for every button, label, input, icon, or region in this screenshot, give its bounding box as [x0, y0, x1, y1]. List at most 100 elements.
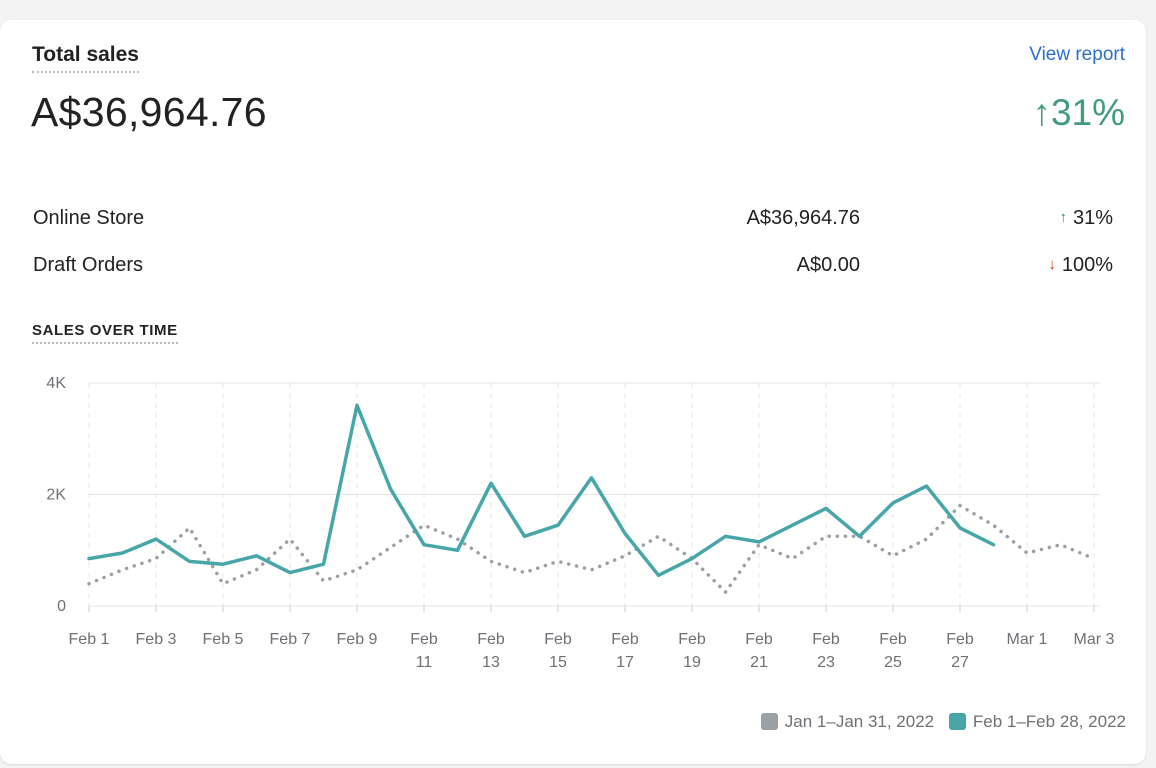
- card-title[interactable]: Total sales: [32, 42, 139, 73]
- x-tick-label: Feb 7: [270, 631, 311, 648]
- data-point: [523, 571, 527, 575]
- data-point: [657, 573, 661, 577]
- arrow-up-icon: ↑: [1032, 92, 1051, 133]
- x-tick-line: Feb: [879, 631, 907, 648]
- data-point: [389, 545, 393, 549]
- breakdown-change: ↑ 31%: [1059, 205, 1113, 233]
- data-point: [1025, 551, 1029, 555]
- y-tick-label: 2K: [46, 487, 66, 504]
- total-change-badge: ↑31%: [1032, 90, 1125, 136]
- data-point: [925, 484, 929, 488]
- breakdown-change-value: 31%: [1072, 207, 1113, 229]
- x-tick-label: Feb 23: [812, 631, 840, 671]
- x-tick-line: Feb: [946, 631, 974, 648]
- x-tick-line: Mar 3: [1074, 631, 1115, 648]
- legend-item-current[interactable]: Feb 1–Feb 28, 2022: [948, 710, 1126, 734]
- data-point: [690, 557, 694, 561]
- data-point: [958, 504, 962, 508]
- breakdown-change-value: 100%: [1061, 254, 1113, 276]
- data-point: [255, 554, 259, 558]
- data-point: [791, 557, 795, 561]
- breakdown-label: Online Store: [33, 207, 145, 229]
- data-point: [623, 532, 627, 536]
- data-point: [154, 537, 158, 541]
- data-point: [824, 506, 828, 510]
- x-tick-label: Feb 5: [203, 631, 244, 648]
- chart-legend: Jan 1–Jan 31, 2022 Feb 1–Feb 28, 2022: [751, 710, 1126, 734]
- data-point: [221, 582, 225, 586]
- data-point: [891, 501, 895, 505]
- x-tick-line: Mar 1: [1007, 631, 1048, 648]
- x-tick-line: Feb: [611, 631, 639, 648]
- data-point: [489, 481, 493, 485]
- x-tick-line: Feb: [544, 631, 572, 648]
- series-line-current: [87, 403, 996, 578]
- data-point: [355, 568, 359, 572]
- x-tick-line: Feb 5: [203, 631, 244, 648]
- total-sales-card: [0, 20, 1146, 764]
- data-point: [757, 540, 761, 544]
- breakdown-label: Draft Orders: [33, 254, 144, 276]
- legend-item-previous[interactable]: Jan 1–Jan 31, 2022: [760, 710, 934, 734]
- data-point: [322, 579, 326, 583]
- sales-over-time-chart[interactable]: 0 2K 4K Feb 1 Feb 3 Feb 5 Feb 7 Feb 9 Feb 11 Feb 13…: [0, 360, 1146, 680]
- x-tick-line: 23: [817, 654, 835, 671]
- x-tick-line: Feb: [812, 631, 840, 648]
- x-tick-label: Feb 19: [678, 631, 706, 671]
- x-tick-line: 25: [884, 654, 902, 671]
- legend-swatch: [948, 713, 966, 730]
- data-point: [87, 582, 91, 586]
- data-point: [322, 562, 326, 566]
- breakdown-value: A$0.00: [796, 254, 860, 276]
- x-tick-label: Feb 3: [136, 631, 177, 648]
- section-title[interactable]: SALES OVER TIME: [32, 322, 178, 344]
- data-point: [188, 559, 192, 563]
- x-tick-line: Feb: [477, 631, 505, 648]
- breakdown-value: A$36,964.76: [746, 207, 860, 229]
- data-point: [590, 476, 594, 480]
- x-tick-label: Feb 9: [337, 631, 378, 648]
- data-point: [121, 551, 125, 555]
- data-point: [657, 534, 661, 538]
- x-tick-line: 15: [549, 654, 567, 671]
- series-line-previous: [87, 503, 1096, 594]
- data-point: [489, 559, 493, 563]
- x-tick-label: Feb 17: [611, 631, 639, 671]
- x-tick-label: Feb 11: [410, 631, 438, 671]
- y-tick-label: 0: [57, 598, 66, 615]
- x-tick-line: 27: [951, 654, 969, 671]
- x-tick-label: Mar 1: [1007, 631, 1048, 648]
- data-point: [523, 534, 527, 538]
- series-layer: [87, 403, 1096, 594]
- x-tick-line: Feb: [410, 631, 438, 648]
- data-point: [456, 537, 460, 541]
- legend-label: Feb 1–Feb 28, 2022: [972, 712, 1126, 731]
- view-report-link[interactable]: View report: [1029, 44, 1125, 65]
- total-change-value: 31%: [1050, 92, 1125, 133]
- label-layer: 0 2K 4K Feb 1 Feb 3 Feb 5 Feb 7 Feb 9 Feb 11 Feb 13…: [46, 375, 1114, 671]
- data-point: [188, 526, 192, 530]
- arrow-down-icon: ↓: [1048, 256, 1056, 273]
- breakdown-row-draft-orders: Draft Orders A$0.00 ↓ 100%: [33, 252, 1113, 278]
- data-point: [221, 562, 225, 566]
- data-point: [355, 403, 359, 407]
- data-point: [154, 557, 158, 561]
- data-point: [288, 537, 292, 541]
- data-point: [556, 559, 560, 563]
- data-point: [556, 523, 560, 527]
- data-point: [255, 568, 259, 572]
- x-tick-label: Feb 13: [477, 631, 505, 671]
- total-sales-value: A$36,964.76: [31, 89, 267, 135]
- data-point: [389, 487, 393, 491]
- data-point: [791, 523, 795, 527]
- legend-swatch: [760, 713, 778, 730]
- x-tick-line: Feb 9: [337, 631, 378, 648]
- x-tick-line: 19: [683, 654, 701, 671]
- data-point: [288, 571, 292, 575]
- data-point: [422, 523, 426, 527]
- x-tick-label: Feb 15: [544, 631, 572, 671]
- y-tick-label: 4K: [46, 375, 66, 392]
- data-point: [958, 526, 962, 530]
- data-point: [891, 554, 895, 558]
- x-tick-label: Feb 21: [745, 631, 773, 671]
